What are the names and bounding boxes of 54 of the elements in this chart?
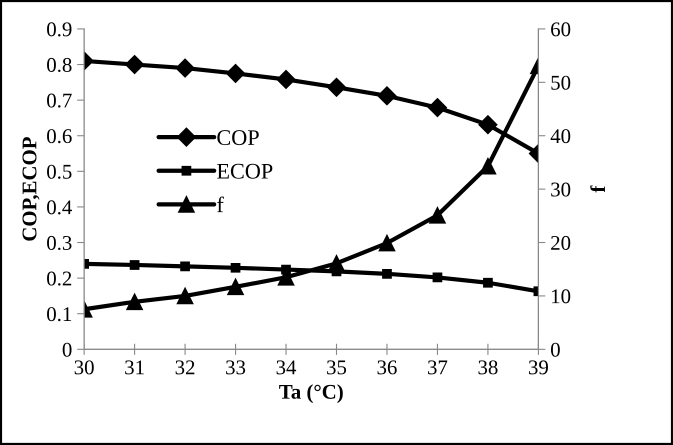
point — [429, 206, 446, 224]
point — [126, 293, 143, 310]
legend-label: f — [217, 196, 224, 212]
point — [428, 98, 447, 118]
y-tick-label: 0.2 — [47, 272, 72, 286]
y-tick-label: 0.6 — [47, 129, 72, 144]
point — [176, 58, 195, 78]
y2-tick-label: 40 — [550, 129, 570, 144]
x-tick-label: 39 — [528, 360, 548, 374]
point — [382, 268, 392, 279]
y-tick-label: 0.5 — [47, 164, 72, 179]
y2-tick-label: 10 — [552, 289, 570, 304]
x-tick-label: 34 — [276, 360, 296, 374]
y2-axis-title: f — [590, 185, 605, 192]
point — [480, 158, 496, 174]
y-tick-label: 0.8 — [47, 58, 72, 72]
point — [176, 288, 194, 304]
point — [180, 262, 190, 272]
point — [276, 70, 296, 90]
point — [130, 260, 140, 270]
y2-tick-label: 60 — [551, 22, 570, 36]
point — [226, 64, 246, 83]
y-tick-label: 0.3 — [47, 236, 72, 250]
point — [483, 278, 493, 288]
x-tick-label: 36 — [378, 360, 397, 374]
y2-tick-label: 50 — [551, 76, 570, 90]
point — [377, 86, 397, 106]
y-tick-label: 0.1 — [47, 307, 72, 322]
point — [230, 262, 240, 273]
x-tick-label: 37 — [428, 360, 448, 374]
point — [478, 115, 498, 134]
x-tick-label: 33 — [226, 360, 246, 374]
legend-label: COP — [217, 130, 259, 146]
y-tick-label: 0.9 — [47, 22, 72, 36]
legend-label: ECOP — [217, 164, 272, 179]
point — [432, 272, 442, 282]
y-tick-label: 0.7 — [47, 94, 72, 108]
point — [125, 54, 144, 74]
y-tick-label: 0 — [62, 342, 72, 357]
x-tick-label: 31 — [125, 360, 144, 374]
x-tick-label: 38 — [478, 360, 498, 374]
y-axis-title: COP,ECOP — [22, 137, 40, 241]
point — [227, 278, 244, 296]
y2-tick-label: 30 — [551, 182, 570, 197]
x-axis-title: Ta (°C) — [279, 384, 343, 404]
y2-tick-label: 0 — [551, 342, 560, 357]
x-tick-label: 35 — [327, 360, 346, 374]
x-tick-label: 30 — [74, 360, 94, 374]
y-tick-label: 0.4 — [47, 200, 72, 214]
x-tick-label: 32 — [176, 360, 194, 374]
y2-tick-label: 20 — [551, 236, 570, 250]
point — [378, 234, 396, 252]
point — [326, 78, 346, 97]
point — [281, 264, 291, 274]
